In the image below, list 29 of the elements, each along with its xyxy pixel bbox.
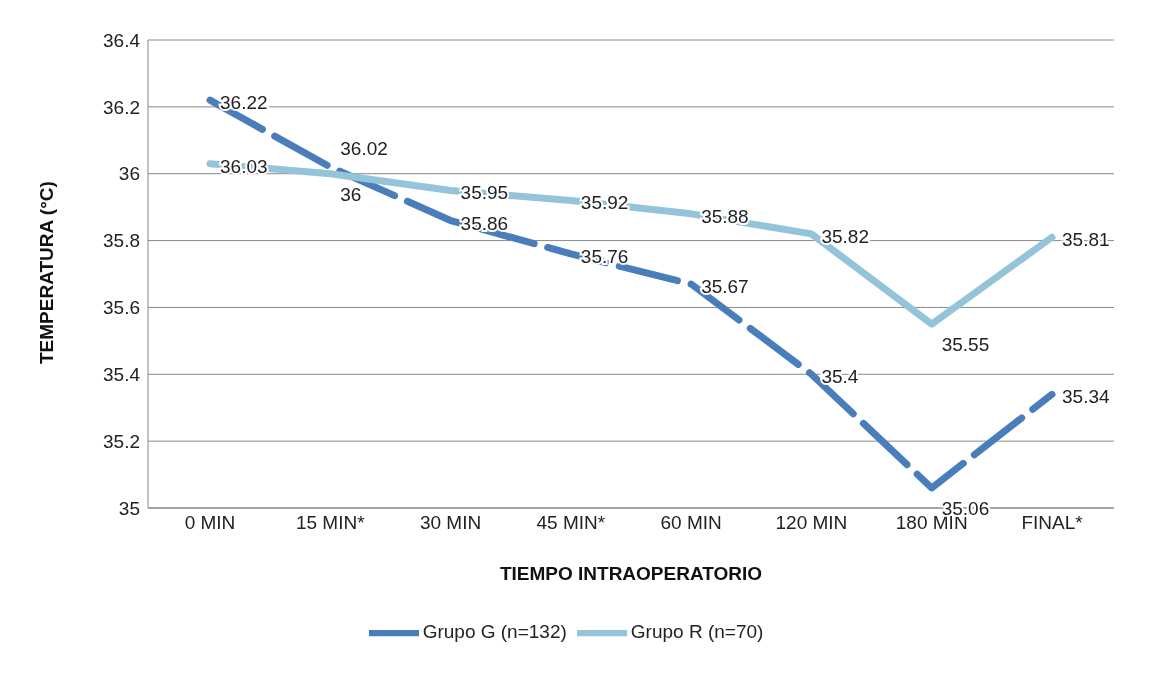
data-label: 35.88 bbox=[701, 205, 749, 227]
y-tick-label: 36.2 bbox=[103, 96, 140, 118]
data-label: 35.55 bbox=[941, 334, 990, 356]
x-tick-label: FINAL* bbox=[1021, 512, 1084, 534]
data-label: 36.22 bbox=[220, 92, 268, 114]
x-tick-label: 30 MIN bbox=[419, 512, 482, 534]
data-label: 36 bbox=[340, 183, 362, 205]
x-tick-label: 60 MIN bbox=[660, 512, 722, 534]
x-tick-label: 45 MIN* bbox=[536, 512, 606, 534]
data-label: 35.4 bbox=[821, 366, 859, 388]
data-label: 35.82 bbox=[821, 225, 869, 247]
data-label: 35.67 bbox=[701, 276, 749, 298]
y-tick-label: 35.6 bbox=[103, 297, 140, 319]
data-label: 35.81 bbox=[1062, 229, 1110, 251]
y-tick-label: 36.4 bbox=[103, 29, 141, 51]
y-tick-label: 35.4 bbox=[103, 364, 141, 386]
legend-label: Grupo R (n=70) bbox=[630, 621, 764, 643]
data-label: 35.34 bbox=[1062, 386, 1110, 408]
x-axis-title: TIEMPO INTRAOPERATORIO bbox=[499, 563, 763, 584]
y-tick-label: 36 bbox=[118, 163, 140, 185]
y-tick-label: 35.2 bbox=[103, 430, 140, 452]
x-tick-label: 120 MIN bbox=[775, 512, 848, 534]
x-tick-label: 0 MIN bbox=[184, 512, 236, 534]
x-tick-label: 15 MIN* bbox=[295, 512, 366, 534]
y-tick-label: 35.8 bbox=[103, 230, 140, 252]
legend-label: Grupo G (n=132) bbox=[422, 621, 567, 643]
y-tick-label: 35 bbox=[118, 497, 140, 519]
y-axis-title: TEMPERATURA (°C) bbox=[35, 181, 57, 364]
data-label: 36.02 bbox=[340, 138, 388, 160]
